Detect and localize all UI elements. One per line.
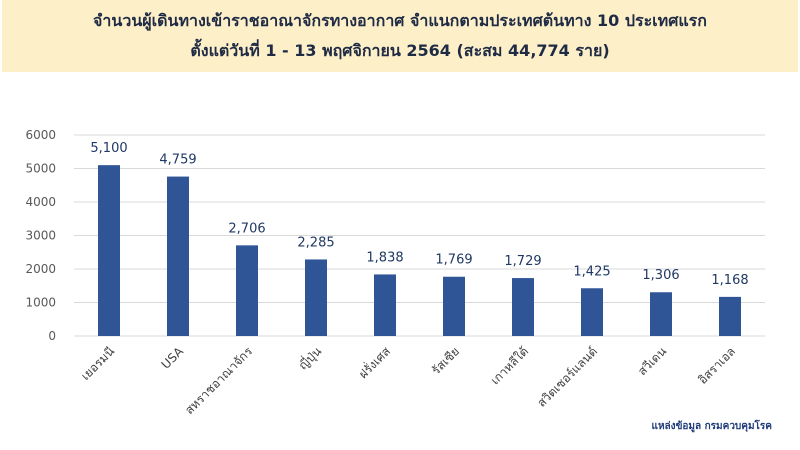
y-tick-label: 4000 <box>25 195 56 209</box>
bar <box>512 278 534 336</box>
bar <box>167 176 189 336</box>
y-tick-label: 0 <box>48 329 56 343</box>
y-tick-label: 6000 <box>25 128 56 142</box>
y-tick-label: 2000 <box>25 262 56 276</box>
data-label: 1,729 <box>504 254 541 269</box>
x-tick-label: รัสเซีย <box>429 344 462 377</box>
bar <box>443 276 465 336</box>
data-source: แหล่งข้อมูล กรมควบคุมโรค <box>651 421 772 432</box>
data-label: 1,306 <box>642 268 679 283</box>
x-tick-label: เยอรมนี <box>78 344 117 383</box>
data-label: 2,706 <box>228 221 265 236</box>
chart-title-line-2: ตั้งแต่วันที่ 1 - 13 พฤศจิกายน 2564 (สะส… <box>190 41 610 60</box>
bar <box>581 288 603 336</box>
data-label: 1,168 <box>711 273 748 288</box>
x-tick-label: สหราชอาณาจักร <box>182 344 255 417</box>
x-tick-label: สวิตเซอร์แลนด์ <box>534 344 600 410</box>
x-tick-label: ญี่ปุ่น <box>294 343 324 373</box>
x-tick-label: USA <box>159 344 187 372</box>
bar <box>236 245 258 336</box>
x-tick-label: อิสราเอล <box>695 344 738 387</box>
y-tick-label: 5000 <box>25 162 56 176</box>
data-label: 5,100 <box>90 141 127 156</box>
data-label: 1,425 <box>573 264 610 279</box>
title-band: จำนวนผู้เดินทางเข้าราชอาณาจักรทางอากาศ จ… <box>2 0 798 72</box>
bar <box>305 259 327 336</box>
bar <box>719 296 741 336</box>
x-tick-label: เกาหลีใต้ <box>488 344 531 387</box>
x-tick-label: สวีเดน <box>635 344 669 378</box>
x-tick-label: ฝรั่งเศส <box>355 342 394 381</box>
y-tick-label: 1000 <box>25 296 56 310</box>
data-label: 2,285 <box>297 235 334 250</box>
y-tick-label: 3000 <box>25 229 56 243</box>
bar <box>650 292 672 336</box>
chart-title-line-1: จำนวนผู้เดินทางเข้าราชอาณาจักรทางอากาศ จ… <box>93 11 707 30</box>
data-label: 1,769 <box>435 253 472 268</box>
data-label: 4,759 <box>159 153 196 168</box>
bar <box>374 274 396 336</box>
bar <box>98 165 120 336</box>
data-label: 1,838 <box>366 250 403 265</box>
